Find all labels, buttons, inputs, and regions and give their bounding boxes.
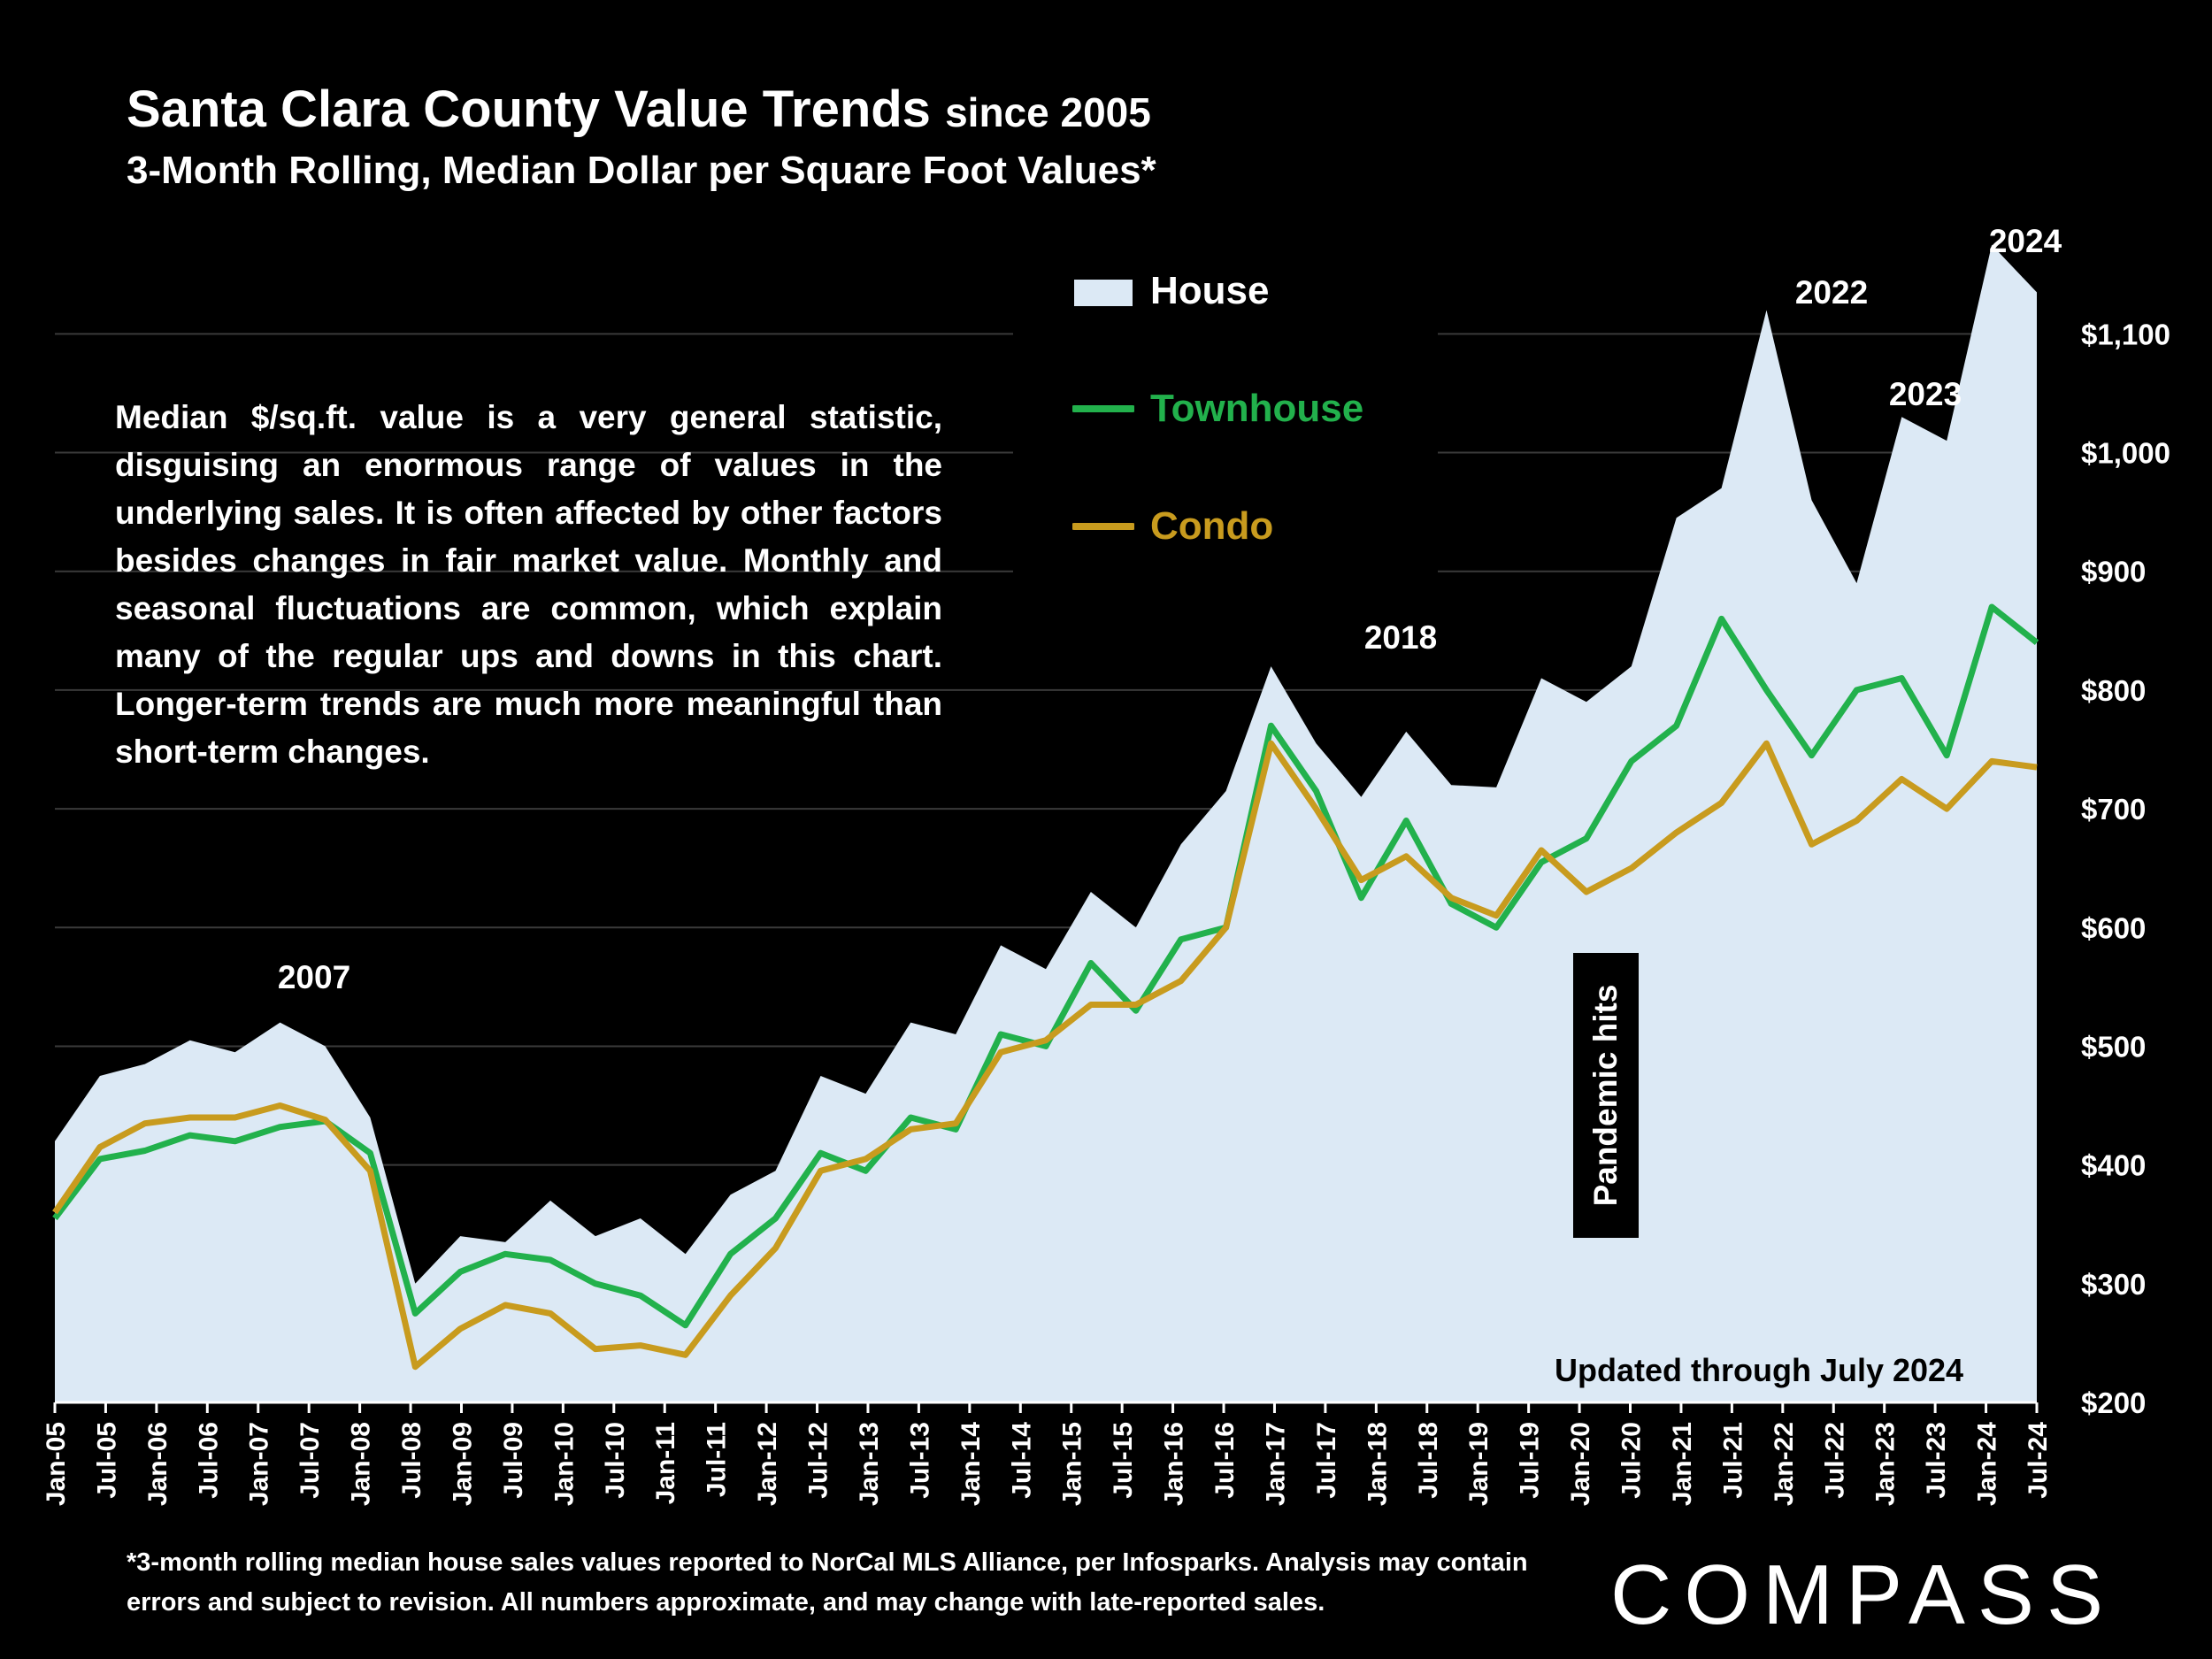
- annotation-2007: 2007: [277, 959, 351, 995]
- y-tick-label-1000: $1,000: [2081, 437, 2170, 470]
- x-tick-label-Jul-21: Jul-21: [1718, 1422, 1747, 1499]
- pandemic-annotation: Pandemic hits: [1573, 953, 1639, 1238]
- x-tick-label-Jan-19: Jan-19: [1464, 1422, 1494, 1506]
- x-tick-label-Jul-24: Jul-24: [2024, 1422, 2053, 1499]
- x-tick-label-Jul-15: Jul-15: [1109, 1422, 1138, 1499]
- x-tick-label-Jul-09: Jul-09: [499, 1422, 528, 1499]
- x-tick-label-Jul-10: Jul-10: [601, 1422, 630, 1499]
- x-tick-label-Jul-08: Jul-08: [397, 1422, 426, 1499]
- legend-label-house: House: [1150, 269, 1270, 312]
- x-tick-label-Jul-20: Jul-20: [1617, 1422, 1647, 1499]
- y-tick-labels: $200 $300 $400 $500 $600 $700 $800 $900 $1,000 $1…: [2081, 318, 2170, 1419]
- x-tick-label-Jan-10: Jan-10: [549, 1422, 579, 1506]
- page-title: Santa Clara County Value Trends since 20…: [127, 80, 1151, 139]
- x-tick-label-Jan-23: Jan-23: [1871, 1422, 1901, 1506]
- x-tick-label-Jan-07: Jan-07: [245, 1422, 274, 1506]
- legend-label-condo: Condo: [1150, 504, 1274, 548]
- x-tick-label-Jan-06: Jan-06: [143, 1422, 173, 1506]
- x-tick-label-Jul-11: Jul-11: [703, 1422, 732, 1497]
- footnote: *3-month rolling median house sales valu…: [127, 1548, 1528, 1617]
- methodology-note: Median $/sq.ft. value is a very general …: [115, 399, 942, 770]
- x-tick-label-Jul-12: Jul-12: [804, 1422, 833, 1499]
- x-tick-label-Jan-20: Jan-20: [1566, 1422, 1595, 1506]
- x-tick-label-Jul-19: Jul-19: [1516, 1422, 1545, 1499]
- y-tick-label-600: $600: [2081, 911, 2146, 944]
- x-tick-label-Jul-22: Jul-22: [1820, 1422, 1849, 1499]
- x-tick-label-Jan-21: Jan-21: [1668, 1422, 1697, 1506]
- x-tick-label-Jul-05: Jul-05: [92, 1422, 121, 1499]
- x-tick-label-Jan-12: Jan-12: [753, 1422, 782, 1506]
- x-tick-label-Jul-23: Jul-23: [1922, 1422, 1951, 1499]
- x-tick-label-Jan-09: Jan-09: [448, 1422, 477, 1506]
- x-tick-label-Jan-17: Jan-17: [1261, 1422, 1290, 1506]
- x-tick-label-Jul-14: Jul-14: [1007, 1422, 1036, 1499]
- x-tick-label-Jan-05: Jan-05: [42, 1422, 71, 1506]
- x-tick-label-Jul-17: Jul-17: [1312, 1422, 1341, 1499]
- x-tick-label-Jul-07: Jul-07: [296, 1422, 325, 1499]
- title-main: Santa Clara County Value Trends: [127, 81, 931, 138]
- page-subtitle: 3-Month Rolling, Median Dollar per Squar…: [127, 149, 1156, 192]
- compass-logo: COMPASS: [1610, 1548, 2116, 1642]
- pandemic-label: Pandemic hits: [1587, 984, 1624, 1207]
- x-tick-label-Jul-06: Jul-06: [194, 1422, 223, 1499]
- y-tick-label-800: $800: [2081, 674, 2146, 707]
- x-tick-label-Jan-13: Jan-13: [855, 1422, 884, 1506]
- recession-annotation: Great recession & foreclosure crisis: [443, 1076, 725, 1156]
- townhouse-line: [52, 603, 2039, 1329]
- x-tick-label-Jan-15: Jan-15: [1058, 1422, 1087, 1506]
- condo-line: [52, 740, 2038, 1371]
- x-tick-label-Jan-14: Jan-14: [956, 1422, 986, 1506]
- y-tick-label-900: $900: [2081, 556, 2146, 588]
- updated-note: Updated through July 2024: [1555, 1352, 1964, 1388]
- y-tick-label-300: $300: [2081, 1268, 2146, 1301]
- annotation-2022: 2022: [1794, 274, 1869, 311]
- townhouse-line-icon: [1072, 405, 1134, 412]
- title-suffix: since 2005: [945, 89, 1151, 135]
- annotation-2024: 2024: [1988, 223, 2062, 259]
- legend-label-townhouse: Townhouse: [1150, 387, 1364, 430]
- x-tick-label-Jul-16: Jul-16: [1210, 1422, 1240, 1499]
- house-area: [55, 244, 2037, 1403]
- x-tick-label-Jul-13: Jul-13: [905, 1422, 934, 1499]
- annotation-2018: 2018: [1363, 619, 1438, 656]
- x-tick-label-Jan-11: Jan-11: [651, 1422, 680, 1504]
- x-tick-labels: Jan-05 Jul-05 Jan-06 Jul-06 Jan-07 Jul-07 Jan-…: [42, 1402, 2053, 1506]
- y-tick-label-1100: $1,100: [2081, 318, 2170, 350]
- x-tick-label-Jan-08: Jan-08: [347, 1422, 376, 1506]
- y-tick-label-500: $500: [2081, 1030, 2146, 1063]
- x-tick-label-Jan-22: Jan-22: [1770, 1422, 1799, 1506]
- x-tick-label-Jan-24: Jan-24: [1973, 1422, 2002, 1506]
- house-swatch-icon: [1074, 280, 1133, 306]
- annotation-2023: 2023: [1888, 376, 1962, 412]
- y-tick-label-400: $400: [2081, 1149, 2146, 1182]
- x-tick-label-Jan-16: Jan-16: [1160, 1422, 1189, 1506]
- x-tick-label-Jan-18: Jan-18: [1363, 1422, 1392, 1506]
- x-tick-label-Jul-18: Jul-18: [1414, 1422, 1443, 1499]
- condo-line-icon: [1072, 523, 1134, 530]
- y-tick-label-700: $700: [2081, 793, 2146, 826]
- y-tick-label-200: $200: [2081, 1386, 2146, 1419]
